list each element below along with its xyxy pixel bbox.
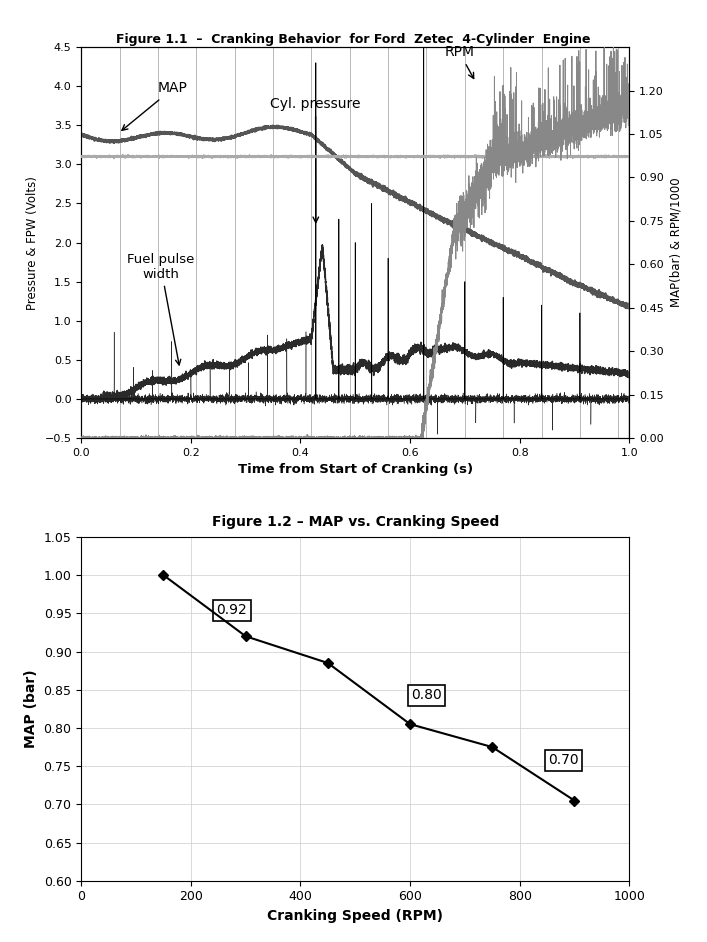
Title: Figure 1.2 – MAP vs. Cranking Speed: Figure 1.2 – MAP vs. Cranking Speed xyxy=(211,515,499,528)
Y-axis label: MAP(bar) & RPM/1000: MAP(bar) & RPM/1000 xyxy=(670,178,682,307)
Y-axis label: Pressure & FPW (Volts): Pressure & FPW (Volts) xyxy=(26,175,39,310)
Text: Figure 1.1  –  Cranking Behavior  for Ford  Zetec  4-Cylinder  Engine: Figure 1.1 – Cranking Behavior for Ford … xyxy=(116,33,591,46)
X-axis label: Cranking Speed (RPM): Cranking Speed (RPM) xyxy=(267,909,443,923)
Y-axis label: MAP (bar): MAP (bar) xyxy=(24,670,38,748)
Text: Cyl. pressure: Cyl. pressure xyxy=(270,97,361,222)
Text: 0.70: 0.70 xyxy=(548,753,579,767)
Text: Fuel pulse
width: Fuel pulse width xyxy=(127,252,194,365)
Text: RPM: RPM xyxy=(445,45,474,78)
Text: 0.80: 0.80 xyxy=(411,688,442,702)
X-axis label: Time from Start of Cranking (s): Time from Start of Cranking (s) xyxy=(238,463,473,477)
Text: MAP: MAP xyxy=(122,81,188,130)
Text: 0.92: 0.92 xyxy=(216,603,247,617)
